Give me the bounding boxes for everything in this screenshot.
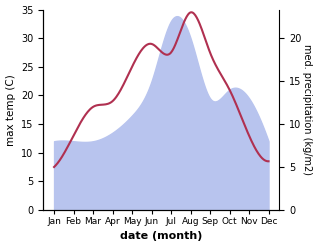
- Y-axis label: med. precipitation (kg/m2): med. precipitation (kg/m2): [302, 44, 313, 175]
- X-axis label: date (month): date (month): [120, 231, 203, 242]
- Y-axis label: max temp (C): max temp (C): [5, 74, 16, 146]
